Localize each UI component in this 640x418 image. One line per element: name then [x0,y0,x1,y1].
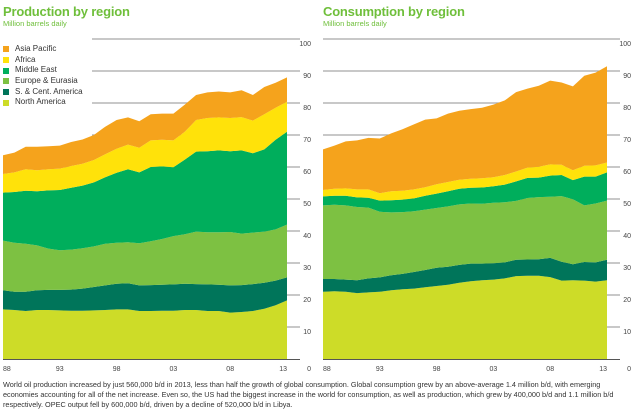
legend-swatch [3,89,9,96]
y-tick-label: 60 [623,169,631,176]
legend-item-south-central-america: S. & Cent. America [3,87,83,98]
y-tick-label: 100 [619,41,631,48]
x-tick-label: 88 [3,366,11,373]
y-tick-label: 40 [623,233,631,240]
legend-item-africa: Africa [3,55,83,66]
x-tick-label: 98 [113,366,121,373]
legend-item-middle-east: Middle East [3,65,83,76]
y-tick-label: 80 [623,105,631,112]
area-middle-east [3,131,287,251]
y-tick-label: 70 [303,137,311,144]
y-tick-label: 50 [623,201,631,208]
x-tick-label: 93 [56,366,64,373]
caption-text: World oil production increased by just 5… [3,380,614,409]
x-tick-label: 88 [323,366,331,373]
y-tick-label: 10 [303,329,311,336]
legend-swatch [3,67,9,74]
legend-label: S. & Cent. America [15,86,83,96]
x-tick-label: 13 [279,366,287,373]
x-tick-label: 03 [170,366,178,373]
legend-label: Africa [15,54,36,64]
area-s-cent-america [3,277,287,313]
y-tick-label: 10 [623,329,631,336]
y-tick-label: 30 [623,265,631,272]
area-asia-pacific [3,77,287,174]
y-tick-label: 40 [303,233,311,240]
legend-swatch [3,78,9,85]
x-tick-label: 93 [376,366,384,373]
x-tick-label: 13 [599,366,607,373]
area-europe-eurasia [3,224,287,292]
legend-label: Middle East [15,65,57,75]
y-tick-label: 80 [303,105,311,112]
legend-label: North America [15,97,66,107]
x-tick-label: 03 [490,366,498,373]
legend: Asia Pacific Africa Middle East Europe &… [3,44,83,108]
area-africa [3,101,287,193]
x-tick-label: 08 [226,366,234,373]
x-tick-label: 08 [546,366,554,373]
y-tick-label: 50 [303,201,311,208]
y-tick-label: 90 [623,73,631,80]
area-middle-east [323,172,607,213]
y-tick-label: 0 [307,366,311,373]
production-chart: 0 10 20 30 40 50 60 70 80 90 100 88 93 98 03 08 13 [3,38,311,373]
production-subtitle: Million barrels daily [3,19,67,28]
legend-swatch [3,57,9,64]
consumption-subtitle: Million barrels daily [323,19,387,28]
y-tick-label: 90 [303,73,311,80]
legend-label: Asia Pacific [15,44,57,53]
consumption-panel: 0 10 20 30 40 50 60 70 80 90 100 88 93 98 03 08 13 Consu… [320,0,640,373]
area-europe-eurasia [323,196,607,281]
legend-item-europe-eurasia: Europe & Eurasia [3,76,83,87]
y-tick-label: 60 [303,169,311,176]
legend-label: Europe & Eurasia [15,76,78,86]
area-north-america [3,300,287,359]
y-tick-label: 20 [303,297,311,304]
legend-swatch [3,99,9,106]
area-s-cent-america [323,257,607,294]
legend-swatch [3,46,9,53]
legend-item-asia-pacific: Asia Pacific [3,44,83,55]
area-north-america [323,275,607,359]
y-tick-label: 30 [303,265,311,272]
legend-item-north-america: North America [3,97,83,108]
x-tick-label: 98 [433,366,441,373]
y-tick-label: 70 [623,137,631,144]
y-tick-label: 100 [299,41,311,48]
consumption-title: Consumption by region [323,4,465,19]
consumption-chart: 0 10 20 30 40 50 60 70 80 90 100 88 93 98 03 08 13 [323,38,631,373]
y-tick-label: 20 [623,297,631,304]
production-title: Production by region [3,4,130,19]
area-asia-pacific [323,66,607,194]
area-africa [323,162,607,201]
production-panel: 0 10 20 30 40 50 60 70 80 90 100 88 93 98 03 08 13 Produ… [0,0,320,373]
y-tick-label: 0 [627,366,631,373]
